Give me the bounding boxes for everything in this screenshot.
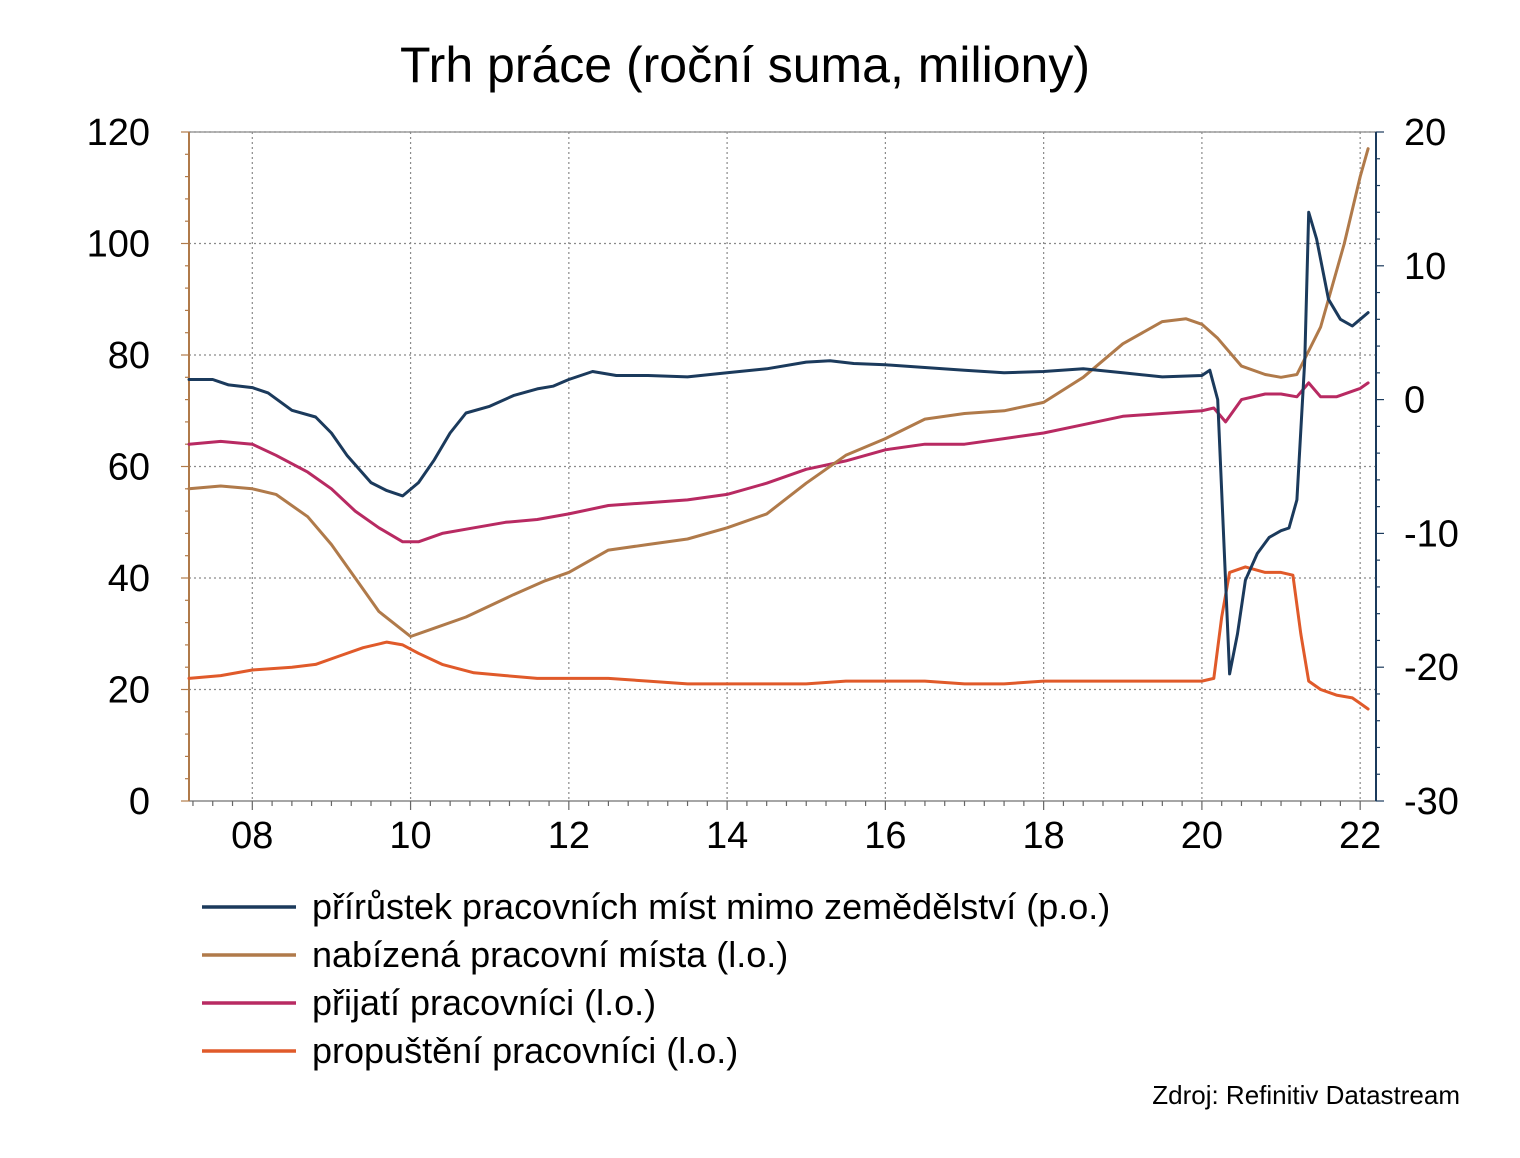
left-tick-label: 0: [129, 781, 150, 823]
series-line-3: [187, 381, 1370, 544]
left-tick-label: 100: [87, 224, 150, 266]
legend-label-4: propuštění pracovníci (l.o.): [312, 1030, 738, 1071]
x-tick-label: 14: [706, 815, 748, 857]
right-tick-label: 10: [1404, 246, 1446, 288]
x-tick-label: 22: [1339, 815, 1381, 857]
x-tick-label: 16: [864, 815, 906, 857]
series-line-1: [187, 210, 1370, 676]
x-tick-label: 18: [1022, 815, 1064, 857]
left-tick-label: 80: [108, 335, 150, 377]
right-tick-label: 20: [1404, 112, 1446, 154]
axes: 0 20 40 60 80 100 120 -30 -20 -10 0 10 20 08 10 12 14 16 1…: [87, 112, 1459, 857]
x-tick-label: 08: [231, 815, 273, 857]
right-tick-label: -30: [1404, 781, 1459, 823]
series-lines: [187, 147, 1370, 711]
x-tick-label: 12: [548, 815, 590, 857]
left-tick-label: 60: [108, 447, 150, 489]
x-tick-label: 20: [1181, 815, 1223, 857]
x-tick-label: 10: [389, 815, 431, 857]
legend-label-3: přijatí pracovníci (l.o.): [312, 982, 656, 1023]
left-tick-label: 120: [87, 112, 150, 154]
legend: přírůstek pracovních míst mimo zemědělst…: [202, 886, 1110, 1071]
grid: [189, 131, 1376, 801]
left-tick-label: 20: [108, 670, 150, 712]
right-tick-label: -20: [1404, 647, 1459, 689]
source-note: Zdroj: Refinitiv Datastream: [1152, 1080, 1460, 1110]
legend-label-1: přírůstek pracovních míst mimo zemědělst…: [312, 886, 1110, 927]
chart-title: Trh práce (roční suma, miliony): [400, 37, 1090, 93]
left-tick-label: 40: [108, 558, 150, 600]
series-line-2: [187, 147, 1370, 638]
series-line-4: [187, 565, 1370, 711]
right-tick-label: -10: [1404, 513, 1459, 555]
right-tick-label: 0: [1404, 380, 1425, 422]
legend-label-2: nabízená pracovní místa (l.o.): [312, 934, 788, 975]
